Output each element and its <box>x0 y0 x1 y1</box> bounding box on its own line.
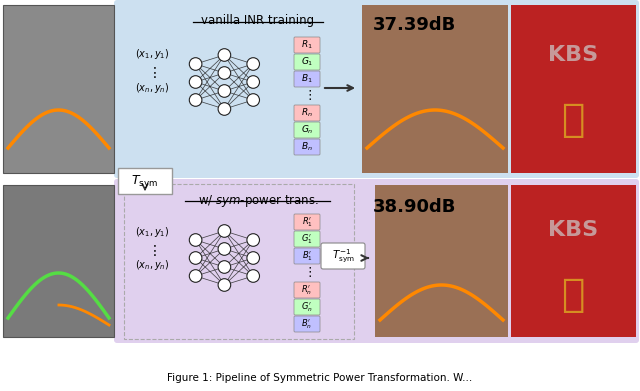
FancyBboxPatch shape <box>362 5 508 173</box>
Circle shape <box>218 261 230 273</box>
Circle shape <box>218 67 230 79</box>
Text: $(x_1,y_1)$: $(x_1,y_1)$ <box>135 225 169 239</box>
Text: $(x_n,y_n)$: $(x_n,y_n)$ <box>135 258 169 272</box>
FancyBboxPatch shape <box>294 139 320 155</box>
Text: $R^{\prime}_1$: $R^{\prime}_1$ <box>301 215 312 229</box>
FancyBboxPatch shape <box>294 37 320 53</box>
Text: 38.90dB: 38.90dB <box>373 198 456 216</box>
Circle shape <box>189 270 202 282</box>
Text: w/ $\it{sym}$-power trans.: w/ $\it{sym}$-power trans. <box>198 193 319 209</box>
Text: 원: 원 <box>561 276 585 314</box>
FancyBboxPatch shape <box>511 185 636 337</box>
Text: $B^{\prime}_1$: $B^{\prime}_1$ <box>301 249 312 263</box>
Circle shape <box>189 76 202 88</box>
Text: $G_1$: $G_1$ <box>301 56 313 68</box>
Circle shape <box>218 243 230 255</box>
Text: $T_{\mathrm{sym}}$: $T_{\mathrm{sym}}$ <box>131 172 159 190</box>
FancyBboxPatch shape <box>3 5 114 173</box>
Circle shape <box>247 270 259 282</box>
Circle shape <box>247 76 259 88</box>
Circle shape <box>189 58 202 70</box>
Text: $(x_n,y_n)$: $(x_n,y_n)$ <box>135 81 169 95</box>
FancyBboxPatch shape <box>3 185 114 337</box>
FancyBboxPatch shape <box>294 316 320 332</box>
Text: $B^{\prime}_n$: $B^{\prime}_n$ <box>301 317 312 331</box>
Circle shape <box>218 225 230 237</box>
FancyBboxPatch shape <box>114 0 639 178</box>
FancyBboxPatch shape <box>294 214 320 230</box>
FancyBboxPatch shape <box>294 105 320 121</box>
Text: $(x_1,y_1)$: $(x_1,y_1)$ <box>135 47 169 61</box>
Text: $G_n$: $G_n$ <box>301 124 314 136</box>
FancyBboxPatch shape <box>294 231 320 247</box>
FancyBboxPatch shape <box>375 185 508 337</box>
Text: $B_1$: $B_1$ <box>301 73 313 85</box>
Text: KBS: KBS <box>548 45 598 65</box>
Text: vanilla INR training: vanilla INR training <box>202 14 315 27</box>
FancyBboxPatch shape <box>294 299 320 315</box>
FancyBboxPatch shape <box>294 71 320 87</box>
FancyBboxPatch shape <box>114 179 639 343</box>
FancyBboxPatch shape <box>321 243 365 269</box>
Text: Figure 1: Pipeline of Symmetric Power Transformation. W...: Figure 1: Pipeline of Symmetric Power Tr… <box>168 373 472 383</box>
Text: $R^{\prime}_n$: $R^{\prime}_n$ <box>301 283 312 297</box>
Circle shape <box>218 103 230 115</box>
Text: $G^{\prime}_n$: $G^{\prime}_n$ <box>301 300 313 314</box>
Text: $\vdots$: $\vdots$ <box>303 265 312 279</box>
Circle shape <box>189 94 202 106</box>
Text: $T_{\mathrm{sym}}^{-1}$: $T_{\mathrm{sym}}^{-1}$ <box>332 247 355 265</box>
Circle shape <box>218 85 230 97</box>
FancyBboxPatch shape <box>294 248 320 264</box>
Circle shape <box>218 49 230 61</box>
FancyBboxPatch shape <box>511 5 636 173</box>
Circle shape <box>247 234 259 246</box>
Text: $G^{\prime}_1$: $G^{\prime}_1$ <box>301 232 313 246</box>
Circle shape <box>218 279 230 291</box>
FancyBboxPatch shape <box>294 122 320 138</box>
FancyBboxPatch shape <box>294 282 320 298</box>
Text: $R_1$: $R_1$ <box>301 39 313 51</box>
Circle shape <box>247 252 259 264</box>
Text: 원: 원 <box>561 101 585 139</box>
Circle shape <box>247 94 259 106</box>
Text: $\vdots$: $\vdots$ <box>147 242 157 258</box>
FancyBboxPatch shape <box>118 168 172 194</box>
FancyBboxPatch shape <box>294 54 320 70</box>
Text: $\vdots$: $\vdots$ <box>147 65 157 79</box>
Text: $R_n$: $R_n$ <box>301 107 313 119</box>
Circle shape <box>247 58 259 70</box>
Text: $B_n$: $B_n$ <box>301 141 313 153</box>
Circle shape <box>189 252 202 264</box>
Text: KBS: KBS <box>548 220 598 240</box>
Circle shape <box>189 234 202 246</box>
Text: $\vdots$: $\vdots$ <box>303 88 312 102</box>
Text: 37.39dB: 37.39dB <box>373 16 456 34</box>
